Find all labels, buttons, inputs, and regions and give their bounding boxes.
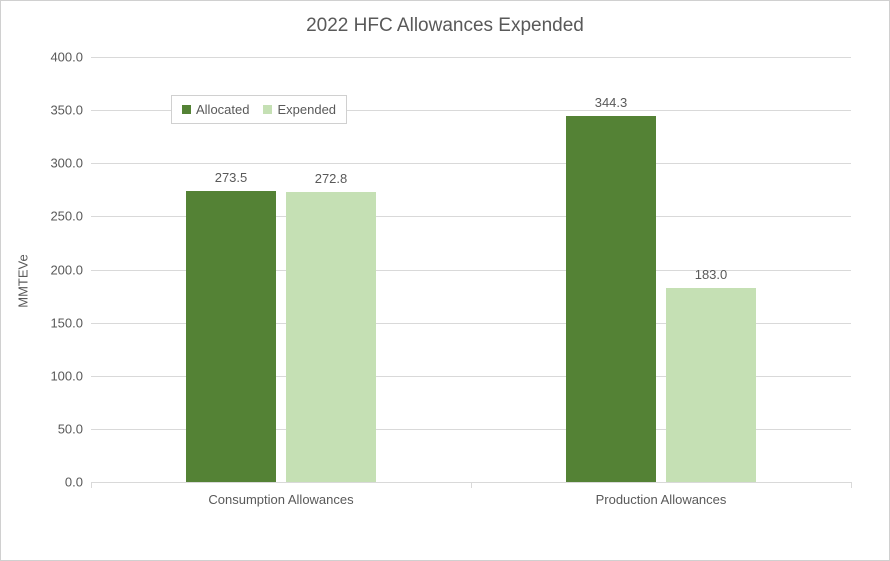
y-tick-label: 250.0	[50, 209, 91, 224]
y-tick-label: 200.0	[50, 262, 91, 277]
y-tick-label: 300.0	[50, 156, 91, 171]
chart-container: 2022 HFC Allowances Expended MMTEVe 0.05…	[0, 0, 890, 561]
legend-label: Allocated	[196, 102, 249, 117]
y-tick-label: 350.0	[50, 103, 91, 118]
y-tick-label: 150.0	[50, 315, 91, 330]
bar-value-label: 183.0	[695, 267, 728, 288]
plot-area: 0.050.0100.0150.0200.0250.0300.0350.0400…	[91, 57, 851, 482]
x-tick	[471, 482, 472, 488]
y-axis-title: MMTEVe	[16, 254, 31, 307]
legend: Allocated Expended	[171, 95, 347, 124]
legend-item-allocated: Allocated	[182, 102, 249, 117]
x-tick	[91, 482, 92, 488]
x-tick	[851, 482, 852, 488]
grid-line	[91, 57, 851, 58]
legend-item-expended: Expended	[263, 102, 336, 117]
chart-title: 2022 HFC Allowances Expended	[1, 1, 889, 43]
bar-value-label: 344.3	[595, 95, 628, 116]
x-category-label: Production Allowances	[596, 482, 727, 507]
y-tick-label: 100.0	[50, 368, 91, 383]
bar-allocated: 344.3	[566, 116, 656, 482]
y-tick-label: 50.0	[58, 421, 91, 436]
bar-value-label: 272.8	[315, 171, 348, 192]
x-category-label: Consumption Allowances	[208, 482, 353, 507]
grid-line	[91, 163, 851, 164]
bar-expended: 183.0	[666, 288, 756, 482]
y-tick-label: 0.0	[65, 475, 91, 490]
legend-swatch	[182, 105, 191, 114]
legend-swatch	[263, 105, 272, 114]
bar-expended: 272.8	[286, 192, 376, 482]
bar-allocated: 273.5	[186, 191, 276, 482]
y-tick-label: 400.0	[50, 50, 91, 65]
bar-value-label: 273.5	[215, 170, 248, 191]
legend-label: Expended	[277, 102, 336, 117]
